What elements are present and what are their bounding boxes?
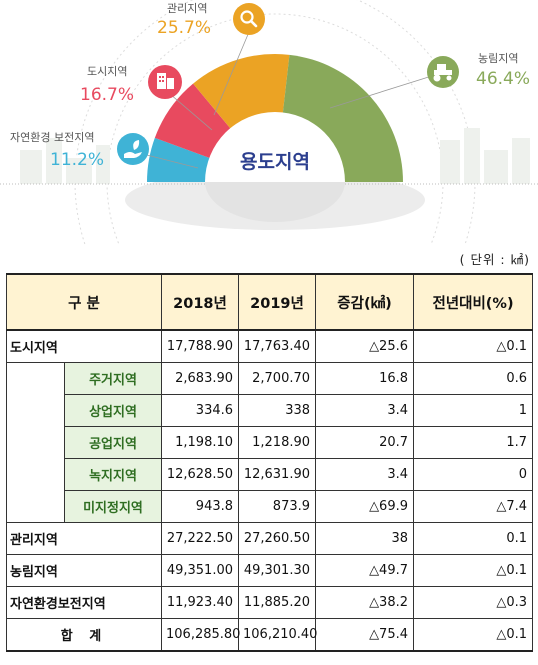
magnifier-icon <box>233 3 265 35</box>
callout-name-management: 관리지역 <box>167 2 207 15</box>
callout-urban: 도시지역 16.7% <box>80 65 182 105</box>
cell-2018: 27,222.50 <box>161 522 240 555</box>
table-row: 공업지역 1,198.10 1,218.90 20.7 1.7 <box>6 426 534 459</box>
callout-pct-agri: 46.4% <box>476 69 530 89</box>
cell-2018: 943.8 <box>161 490 240 523</box>
pie-inner-shadow <box>205 182 345 222</box>
cell-diff: 20.7 <box>315 426 415 459</box>
table-row: 상업지역 334.6 338 3.4 1 <box>6 394 534 427</box>
chart-title: 용도지역 <box>240 151 310 173</box>
callout-agri: 농림지역 46.4% <box>427 52 530 89</box>
cell-ratio: 1.7 <box>413 426 534 459</box>
indent-cell <box>6 458 65 491</box>
header-2018: 2018년 <box>161 273 240 331</box>
cell-2019: 106,210.40 <box>238 618 317 652</box>
cell-2018: 2,683.90 <box>161 362 240 395</box>
callout-pct-nature: 11.2% <box>50 150 104 170</box>
cell-ratio: 1 <box>413 394 534 427</box>
cell-2019: 12,631.90 <box>238 458 317 491</box>
cell-diff: △69.9 <box>315 490 415 523</box>
sub-row-label: 녹지지역 <box>63 458 163 491</box>
header-diff: 증감(㎢) <box>315 273 415 331</box>
table-row: 미지정지역 943.8 873.9 △69.9 △7.4 <box>6 490 534 523</box>
sub-row-label: 공업지역 <box>63 426 163 459</box>
indent-cell <box>6 394 65 427</box>
cell-2018: 12,628.50 <box>161 458 240 491</box>
cell-diff: △25.6 <box>315 329 415 363</box>
cell-ratio: △0.1 <box>413 329 534 363</box>
table-row: 도시지역 17,788.90 17,763.40 △25.6 △0.1 <box>5 329 534 363</box>
row-label: 자연환경보전지역 <box>5 586 163 619</box>
table-total-row: 합 계 106,285.80 106,210.40 △75.4 △0.1 <box>5 618 534 652</box>
table-row: 농림지역 49,351.00 49,301.30 △49.7 △0.1 <box>5 554 534 587</box>
cell-ratio: 0.6 <box>413 362 534 395</box>
callout-lines <box>138 31 436 169</box>
total-label: 합 계 <box>5 618 163 652</box>
cell-ratio: 0 <box>413 458 534 491</box>
callout-pct-urban: 16.7% <box>80 85 134 105</box>
cell-ratio: 0.1 <box>413 522 534 555</box>
cell-2019: 27,260.50 <box>238 522 317 555</box>
cell-2018: 106,285.80 <box>161 618 240 652</box>
indent-cell <box>6 490 65 523</box>
cell-2019: 2,700.70 <box>238 362 317 395</box>
cell-diff: △38.2 <box>315 586 415 619</box>
sub-row-label: 미지정지역 <box>63 490 163 523</box>
cell-2019: 17,763.40 <box>238 329 317 363</box>
callout-name-urban: 도시지역 <box>87 65 127 78</box>
cell-2019: 873.9 <box>238 490 317 523</box>
callout-nature: 자연환경 보전지역 11.2% <box>10 131 149 170</box>
cell-ratio: △0.3 <box>413 586 534 619</box>
cell-ratio: △0.1 <box>413 618 534 652</box>
sub-row-label: 상업지역 <box>63 394 163 427</box>
header-ratio: 전년대비(%) <box>413 273 534 331</box>
row-label: 관리지역 <box>5 522 163 555</box>
table-row: 녹지지역 12,628.50 12,631.90 3.4 0 <box>6 458 534 491</box>
cell-2019: 11,885.20 <box>238 586 317 619</box>
callout-management: 관리지역 25.7% <box>157 2 265 38</box>
callout-name-agri: 농림지역 <box>478 52 518 65</box>
cell-2018: 49,351.00 <box>161 554 240 587</box>
city-skyline <box>20 128 530 184</box>
cell-ratio: △7.4 <box>413 490 534 523</box>
cell-ratio: △0.1 <box>413 554 534 587</box>
cell-2018: 11,923.40 <box>161 586 240 619</box>
cell-2019: 49,301.30 <box>238 554 317 587</box>
table-header-row: 구 분 2018년 2019년 증감(㎢) 전년대비(%) <box>5 273 534 331</box>
land-use-infographic: 용도지역 관리지역 25.7% 도시지역 16.7% 자연환경 보전지역 11.… <box>0 0 538 245</box>
cell-2019: 338 <box>238 394 317 427</box>
cell-diff: 3.4 <box>315 458 415 491</box>
header-category: 구 분 <box>5 273 163 331</box>
cell-2019: 1,218.90 <box>238 426 317 459</box>
callout-pct-management: 25.7% <box>157 18 211 38</box>
cell-2018: 17,788.90 <box>161 329 240 363</box>
indent-cell <box>6 362 65 395</box>
callout-name-nature: 자연환경 보전지역 <box>10 131 94 144</box>
cell-2018: 1,198.10 <box>161 426 240 459</box>
cell-diff: 3.4 <box>315 394 415 427</box>
cell-diff: △49.7 <box>315 554 415 587</box>
sub-row-label: 주거지역 <box>63 362 163 395</box>
table-row: 관리지역 27,222.50 27,260.50 38 0.1 <box>5 522 534 555</box>
table-row: 주거지역 2,683.90 2,700.70 16.8 0.6 <box>6 362 534 395</box>
land-use-table: 구 분 2018년 2019년 증감(㎢) 전년대비(%) 도시지역 17,78… <box>5 273 534 652</box>
table-row: 자연환경보전지역 11,923.40 11,885.20 △38.2 △0.3 <box>5 586 534 619</box>
header-2019: 2019년 <box>238 273 317 331</box>
pie-inner-hole <box>205 112 345 182</box>
hand-leaf-icon <box>117 133 149 165</box>
row-label: 농림지역 <box>5 554 163 587</box>
cell-diff: △75.4 <box>315 618 415 652</box>
cell-diff: 16.8 <box>315 362 415 395</box>
indent-cell <box>6 426 65 459</box>
unit-label: ( 단위 : ㎢) <box>459 252 530 267</box>
row-label: 도시지역 <box>5 329 163 363</box>
cell-2018: 334.6 <box>161 394 240 427</box>
cell-diff: 38 <box>315 522 415 555</box>
